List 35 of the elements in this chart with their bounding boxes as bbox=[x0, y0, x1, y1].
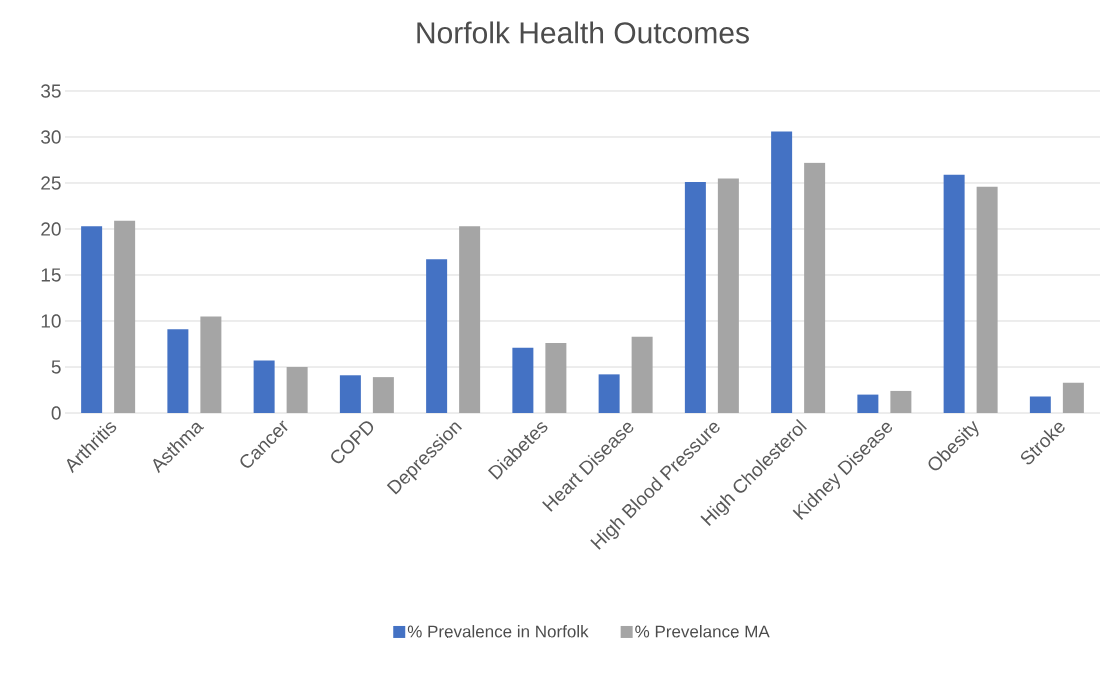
y-tick-label: 25 bbox=[41, 176, 61, 190]
bar bbox=[857, 394, 879, 413]
bar bbox=[1029, 396, 1051, 413]
bar bbox=[1062, 382, 1084, 413]
bar bbox=[372, 377, 394, 413]
bar bbox=[631, 336, 653, 413]
bar bbox=[114, 220, 136, 413]
y-tick-label: 35 bbox=[41, 84, 61, 98]
chart-title: Norfolk Health Outcomes bbox=[417, 21, 749, 44]
bar bbox=[717, 178, 739, 413]
bar bbox=[512, 347, 534, 413]
bar bbox=[545, 343, 567, 413]
y-tick-label: 10 bbox=[41, 314, 61, 328]
y-tick-label: 0 bbox=[51, 406, 61, 420]
bar bbox=[771, 131, 793, 413]
bar bbox=[976, 186, 998, 413]
y-tick-label: 15 bbox=[41, 268, 61, 282]
bar bbox=[200, 316, 222, 413]
bar bbox=[81, 226, 103, 413]
bar bbox=[943, 174, 965, 413]
y-tick-label: 20 bbox=[41, 222, 61, 236]
bar bbox=[804, 162, 826, 413]
bar bbox=[286, 367, 308, 413]
bar bbox=[890, 390, 912, 413]
y-tick-label: 30 bbox=[41, 130, 61, 144]
bar bbox=[339, 375, 361, 413]
bar bbox=[167, 329, 189, 413]
bar bbox=[253, 360, 275, 413]
bar bbox=[426, 259, 448, 413]
legend-label: % Prevelance MA bbox=[635, 625, 770, 638]
bar bbox=[598, 374, 620, 413]
bar bbox=[459, 226, 481, 413]
legend-label: % Prevalence in Norfolk bbox=[407, 625, 589, 638]
bar bbox=[684, 182, 706, 413]
y-tick-label: 5 bbox=[51, 360, 61, 374]
